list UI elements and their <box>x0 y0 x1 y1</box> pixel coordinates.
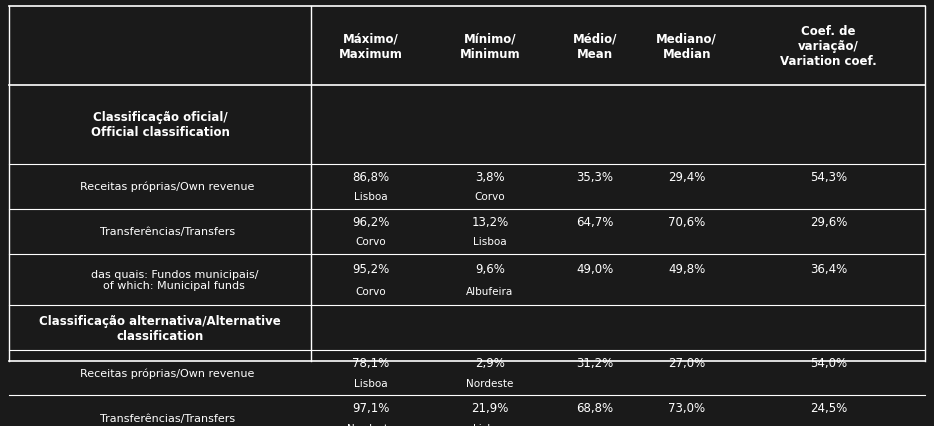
Text: Corvo: Corvo <box>474 192 505 201</box>
Text: Máximo/
Maximum: Máximo/ Maximum <box>339 33 403 60</box>
Text: 29,6%: 29,6% <box>810 215 847 228</box>
Text: 54,0%: 54,0% <box>810 357 847 369</box>
Text: Albufeira: Albufeira <box>466 286 514 296</box>
Text: Corvo: Corvo <box>356 236 386 246</box>
Text: Transferências/Transfers: Transferências/Transfers <box>86 227 235 236</box>
Text: 49,0%: 49,0% <box>576 262 614 275</box>
Text: 24,5%: 24,5% <box>810 401 847 414</box>
Text: Nordeste: Nordeste <box>466 378 514 388</box>
Text: 97,1%: 97,1% <box>352 401 389 414</box>
Text: Transferências/Transfers: Transferências/Transfers <box>86 413 235 423</box>
Text: Lisboa: Lisboa <box>473 236 507 246</box>
Text: Coef. de
variação/
Variation coef.: Coef. de variação/ Variation coef. <box>780 25 877 68</box>
Text: 49,8%: 49,8% <box>668 262 705 275</box>
Text: 3,8%: 3,8% <box>475 170 504 183</box>
Text: 2,9%: 2,9% <box>475 357 504 369</box>
Text: 29,4%: 29,4% <box>668 170 705 183</box>
Text: 70,6%: 70,6% <box>668 215 705 228</box>
Text: 35,3%: 35,3% <box>576 170 614 183</box>
Text: Lisboa: Lisboa <box>354 192 388 201</box>
Text: 78,1%: 78,1% <box>352 357 389 369</box>
Text: Classificação oficial/
Official classification: Classificação oficial/ Official classifi… <box>91 111 230 139</box>
Text: Corvo: Corvo <box>356 286 386 296</box>
Text: 54,3%: 54,3% <box>810 170 847 183</box>
Text: 13,2%: 13,2% <box>472 215 508 228</box>
Text: Lisboa: Lisboa <box>354 378 388 388</box>
Text: 27,0%: 27,0% <box>668 357 705 369</box>
Text: Receitas próprias/Own revenue: Receitas próprias/Own revenue <box>66 368 255 378</box>
Text: 36,4%: 36,4% <box>810 262 847 275</box>
Text: 9,6%: 9,6% <box>475 262 504 275</box>
Text: 21,9%: 21,9% <box>471 401 509 414</box>
Text: Classificação alternativa/Alternative
classification: Classificação alternativa/Alternative cl… <box>39 314 281 342</box>
Text: 31,2%: 31,2% <box>576 357 614 369</box>
Text: 64,7%: 64,7% <box>576 215 614 228</box>
Text: Lisboa: Lisboa <box>473 423 507 426</box>
Text: 96,2%: 96,2% <box>352 215 389 228</box>
Text: Mínimo/
Minimum: Mínimo/ Minimum <box>460 33 520 60</box>
Text: Nordeste: Nordeste <box>347 423 394 426</box>
Text: Mediano/
Median: Mediano/ Median <box>657 33 717 60</box>
Text: 86,8%: 86,8% <box>352 170 389 183</box>
Text: 95,2%: 95,2% <box>352 262 389 275</box>
Text: Médio/
Mean: Médio/ Mean <box>573 33 617 60</box>
Text: 68,8%: 68,8% <box>576 401 614 414</box>
Text: Receitas próprias/Own revenue: Receitas próprias/Own revenue <box>66 181 255 192</box>
Text: das quais: Fundos municipais/
        of which: Municipal funds: das quais: Fundos municipais/ of which: … <box>63 269 258 291</box>
Text: 73,0%: 73,0% <box>668 401 705 414</box>
